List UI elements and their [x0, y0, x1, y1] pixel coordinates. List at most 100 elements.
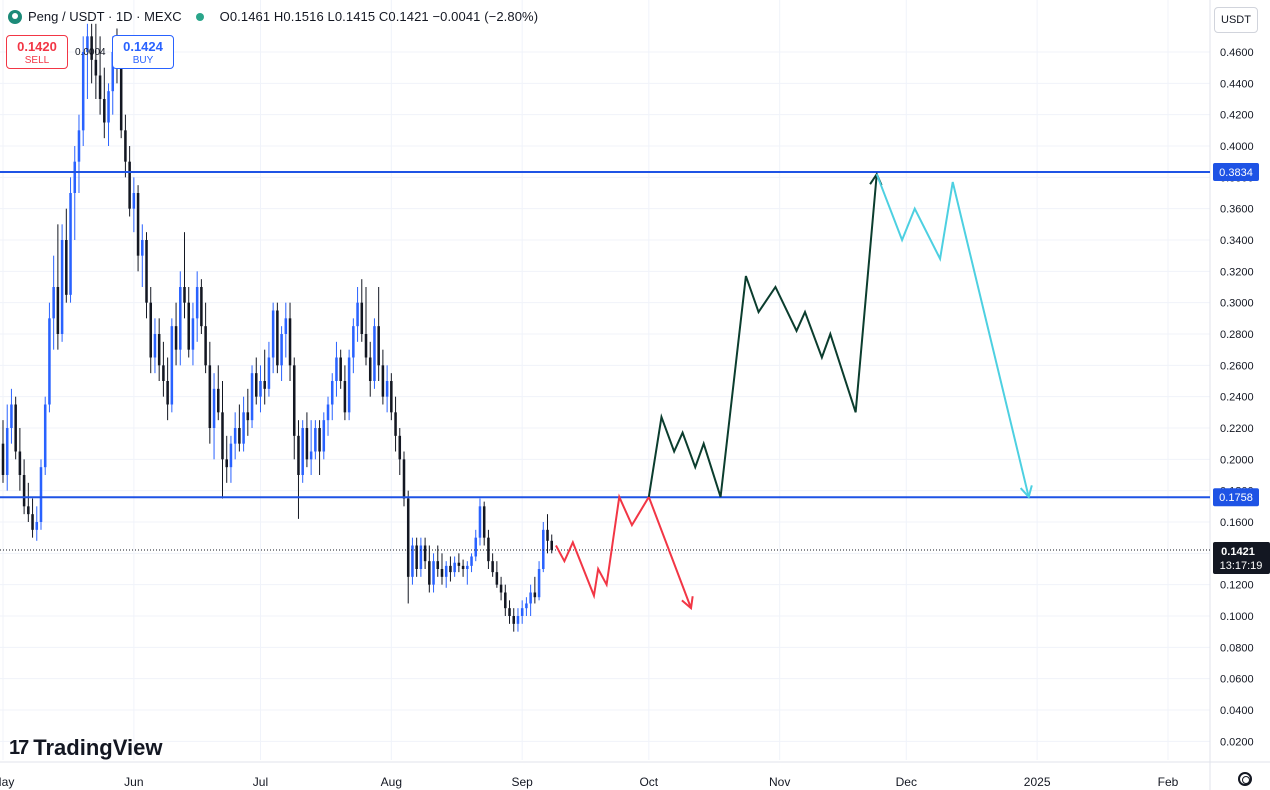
candle-body [73, 161, 77, 193]
candle-body [187, 302, 190, 350]
candle-body [542, 529, 545, 569]
y-tick-label: 0.4400 [1220, 78, 1254, 90]
candle-body [212, 388, 216, 428]
symbol-title[interactable]: Peng / USDT · 1D · MEXC [28, 9, 182, 24]
candle-body [208, 365, 212, 428]
candle-body [512, 616, 516, 624]
market-status-icon [195, 12, 204, 21]
candle-body [27, 506, 30, 515]
candle-body [495, 572, 499, 585]
coin-logo-icon [8, 9, 22, 24]
candle-body [259, 381, 262, 397]
candle-body [343, 381, 347, 413]
y-tick-label: 0.2600 [1220, 360, 1254, 372]
candle-body [373, 326, 376, 381]
candle-body [98, 75, 102, 99]
candle-body [86, 36, 89, 52]
candle-body [119, 67, 123, 131]
candle-body [5, 428, 9, 475]
sell-price: 0.1420 [17, 39, 57, 54]
currency-button[interactable]: USDT [1214, 7, 1258, 33]
level-price-tag [1213, 488, 1259, 507]
sell-label: SELL [24, 55, 50, 66]
candle-body [174, 326, 178, 350]
candle-body [292, 365, 296, 436]
candle-body [107, 91, 110, 123]
projection-arrowhead-continuation [1019, 485, 1033, 499]
settings-gear-icon[interactable] [1238, 772, 1252, 786]
y-tick-label: 0.2000 [1220, 454, 1254, 466]
x-tick-label: Oct [639, 775, 658, 789]
candle-body [487, 537, 490, 562]
candle-body [39, 467, 43, 522]
candle-body [276, 310, 279, 366]
x-tick-label: May [0, 775, 14, 789]
candle-body [149, 302, 153, 358]
y-tick-label: 0.3000 [1220, 298, 1254, 310]
projection-path-bullish[interactable] [647, 174, 878, 498]
sell-button[interactable]: 0.1420 SELL [6, 35, 68, 69]
candle-body [419, 545, 423, 569]
candle-body [326, 404, 330, 421]
buy-button[interactable]: 0.1424 BUY [112, 35, 174, 69]
candle-body [385, 381, 389, 397]
candle-body [508, 608, 511, 616]
candle-body [229, 443, 233, 468]
x-tick-label: Dec [896, 775, 917, 789]
tradingview-logo: 17 TradingView [9, 735, 162, 761]
candle-body [335, 357, 338, 381]
y-tick-label: 0.3400 [1220, 235, 1254, 247]
candle-body [415, 545, 418, 569]
x-tick-label: Jul [253, 775, 268, 789]
candle-body [364, 334, 368, 358]
projection-path-continuation[interactable] [875, 173, 1030, 498]
y-tick-label: 0.1200 [1220, 580, 1254, 592]
candle-body [284, 318, 288, 334]
candle-body [297, 435, 300, 475]
candle-body [183, 287, 186, 303]
candle-body [529, 592, 532, 604]
candle-body [128, 161, 131, 209]
y-tick-label: 0.3200 [1220, 266, 1254, 278]
candle-body [352, 326, 355, 358]
candle-body [200, 287, 203, 327]
symbol-header: Peng / USDT · 1D · MEXC O0.1461 H0.1516 … [8, 9, 538, 24]
candle-body [390, 381, 393, 413]
x-tick-label: 2025 [1024, 775, 1051, 789]
last-price-label: 0.1421 [1221, 546, 1255, 558]
candle-body [111, 52, 115, 92]
spread-value: 0.0004 [75, 47, 106, 58]
x-tick-label: Sep [512, 775, 534, 789]
candle-body [314, 428, 317, 452]
projection-path-bearish[interactable] [555, 493, 692, 609]
level-price-label: 0.1758 [1219, 492, 1253, 504]
last-price-tag [1213, 542, 1270, 575]
candle-body [280, 334, 283, 366]
candle-body [398, 435, 402, 460]
candle-body [402, 459, 406, 499]
candle-body [225, 459, 228, 468]
y-tick-label: 0.2400 [1220, 392, 1254, 404]
candle-body [195, 287, 199, 319]
candle-body [136, 193, 140, 256]
projection-arrowhead-bearish [681, 596, 694, 611]
candle-body [69, 193, 72, 295]
candle-body [537, 569, 541, 598]
candle-body [466, 565, 469, 569]
candle-body [60, 240, 64, 334]
level-price-tag [1213, 163, 1259, 182]
candle-body [330, 381, 334, 405]
candle-body [263, 381, 266, 389]
candle-body [254, 373, 258, 397]
candle-body [22, 475, 26, 507]
candle-body [52, 287, 55, 319]
candle-body [18, 451, 22, 475]
y-tick-label: 0.0800 [1220, 642, 1254, 654]
candle-body [550, 540, 553, 551]
candle-body [470, 556, 473, 566]
candle-body [474, 537, 478, 557]
candle-body [406, 498, 410, 577]
candle-body [43, 404, 47, 468]
candle-body [305, 428, 309, 460]
